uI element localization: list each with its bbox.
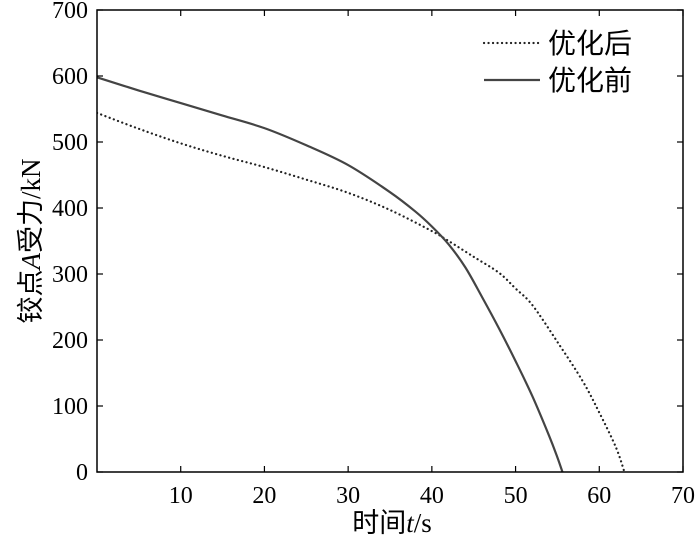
y-tick-label: 0 [76,460,88,486]
x-tick-label: 70 [671,483,695,509]
y-tick-label: 400 [52,196,88,222]
y-axis-label: 铰点A受力/kN [16,159,46,324]
y-tick-label: 100 [52,394,88,420]
y-tick-label: 200 [52,328,88,354]
series-line-0 [97,111,626,472]
plot-area [97,10,683,472]
legend: 优化后 优化前 [482,28,632,97]
y-tick-label: 700 [52,0,88,24]
x-tick-label: 30 [336,483,360,509]
x-axis-label: 时间t/s [352,508,432,538]
x-tick-label: 50 [504,483,528,509]
series-layer [97,76,626,472]
plot-frame [96,9,684,473]
y-tick-label: 500 [52,130,88,156]
x-tick-label: 10 [169,483,193,509]
series-line-1 [97,76,564,472]
legend-label-optimized-before: 优化前 [548,65,632,97]
y-tick-label: 600 [52,64,88,90]
y-tick-label: 300 [52,262,88,288]
x-tick-label: 40 [420,483,444,509]
x-tick-label: 20 [252,483,276,509]
legend-label-optimized-after: 优化后 [548,28,632,60]
x-tick-label: 60 [587,483,611,509]
